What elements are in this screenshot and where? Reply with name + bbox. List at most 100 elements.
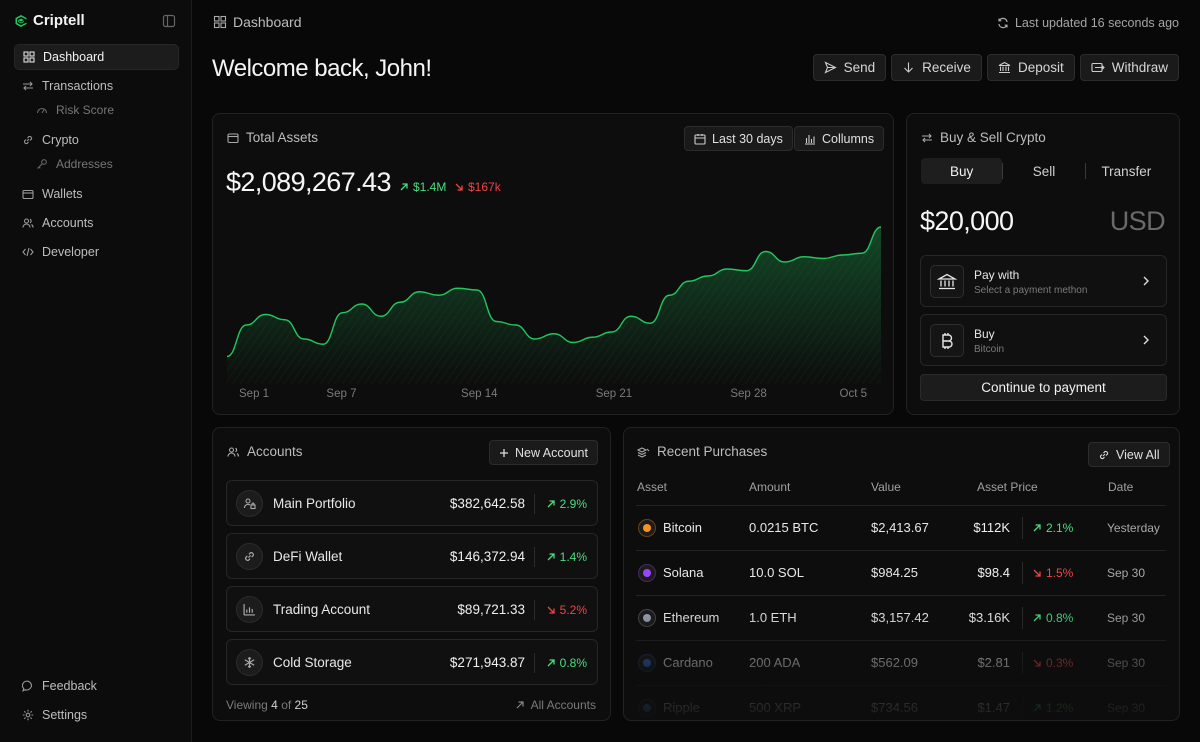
pagination-info: Viewing 4 of 25 bbox=[226, 698, 308, 712]
deposit-button[interactable]: Deposit bbox=[986, 54, 1075, 81]
sidebar-item-risk-score[interactable]: Risk Score bbox=[14, 99, 179, 121]
recent-purchases-card: Recent Purchases View All Asset Amount V… bbox=[623, 427, 1180, 721]
sidebar-toggle-icon[interactable] bbox=[162, 14, 176, 28]
last-updated-text: Last updated 16 seconds ago bbox=[1014, 16, 1179, 30]
accounts-title: Accounts bbox=[227, 444, 303, 459]
sidebar-item-developer[interactable]: Developer bbox=[14, 239, 179, 265]
currency-selector[interactable]: USD bbox=[1109, 206, 1166, 236]
total-assets-value: $2,089,267.43 bbox=[226, 167, 391, 197]
sidebar-item-dashboard[interactable]: Dashboard bbox=[14, 44, 179, 70]
link-icon bbox=[1099, 450, 1109, 459]
withdraw-label: Withdraw bbox=[1111, 60, 1168, 75]
divider bbox=[1022, 517, 1023, 539]
new-account-button[interactable]: New Account bbox=[489, 440, 598, 465]
column-header-date[interactable]: Date bbox=[1108, 480, 1134, 494]
asset-value: $2,413.67 bbox=[871, 520, 929, 535]
sidebar-item-label: Risk Score bbox=[56, 103, 115, 117]
account-row[interactable]: DeFi Wallet $146,372.94 1.4% bbox=[226, 533, 598, 579]
send-button[interactable]: Send bbox=[812, 54, 887, 81]
price-change-value: 0.8% bbox=[1046, 611, 1074, 625]
last-updated[interactable]: Last updated 16 seconds ago bbox=[997, 16, 1179, 30]
sidebar-item-label: Settings bbox=[42, 708, 88, 722]
action-bar: Send Receive Deposit Withdraw bbox=[812, 54, 1179, 81]
recent-purchases-title: Recent Purchases bbox=[637, 444, 767, 459]
all-accounts-label: All Accounts bbox=[530, 698, 596, 712]
all-accounts-link[interactable]: All Accounts bbox=[515, 698, 596, 712]
sidebar-item-transactions[interactable]: Transactions bbox=[14, 73, 179, 99]
gear-icon bbox=[22, 709, 34, 721]
purchase-date: Sep 30 bbox=[1107, 656, 1146, 670]
account-name: Cold Storage bbox=[273, 655, 352, 670]
buy-asset-subtitle: Bitcoin bbox=[974, 344, 1005, 355]
asset-price: $98.4 bbox=[977, 565, 1010, 580]
account-value: $89,721.33 bbox=[457, 602, 525, 617]
page-title: Welcome back, John! bbox=[212, 55, 432, 82]
column-header-asset[interactable]: Asset bbox=[637, 480, 668, 494]
asset-price: $2.81 bbox=[977, 655, 1010, 670]
asset-price: $112K bbox=[973, 520, 1010, 535]
columns-button[interactable]: Collumns bbox=[794, 126, 885, 151]
column-header-value[interactable]: Value bbox=[871, 480, 901, 494]
gain-badge: $1.4M bbox=[399, 180, 446, 194]
account-value: $271,943.87 bbox=[449, 655, 525, 670]
withdraw-button[interactable]: Withdraw bbox=[1079, 54, 1179, 81]
user-lock-icon bbox=[236, 490, 263, 517]
table-row[interactable]: Solana 10.0 SOL $984.25 $98.4 1.5% Sep 30 bbox=[636, 550, 1166, 595]
recent-purchases-label: Recent Purchases bbox=[657, 444, 768, 459]
account-change: 1.4% bbox=[541, 550, 587, 564]
tab-sell[interactable]: Sell bbox=[1032, 163, 1056, 179]
loss-value: $167k bbox=[468, 180, 501, 194]
table-row[interactable]: Ripple 500 XRP $734.56 $1.47 1.2% Sep 30 bbox=[636, 685, 1166, 720]
column-header-amount[interactable]: Amount bbox=[749, 480, 791, 494]
continue-to-payment-button[interactable]: Continue to payment bbox=[920, 374, 1167, 401]
columns-label: Collumns bbox=[822, 131, 875, 146]
sidebar-item-settings[interactable]: Settings bbox=[14, 702, 179, 728]
snowflake-icon bbox=[236, 649, 263, 676]
viewing-count: 4 bbox=[271, 698, 278, 712]
purchase-date: Yesterday bbox=[1107, 521, 1160, 535]
sidebar-item-wallets[interactable]: Wallets bbox=[14, 181, 179, 207]
price-change: 0.3% bbox=[1032, 656, 1073, 670]
sidebar-item-accounts[interactable]: Accounts bbox=[14, 210, 179, 236]
asset-name: Ripple bbox=[663, 700, 700, 715]
arrow-up-right-icon bbox=[1033, 524, 1041, 532]
table-row[interactable]: Cardano 200 ADA $562.09 $2.81 0.3% Sep 30 bbox=[636, 640, 1166, 685]
purchase-date: Sep 30 bbox=[1107, 611, 1146, 625]
account-change-value: 0.8% bbox=[559, 656, 587, 670]
table-row[interactable]: Bitcoin 0.0215 BTC $2,413.67 $112K 2.1% Yeste… bbox=[636, 505, 1166, 550]
sidebar-item-label: Accounts bbox=[42, 216, 94, 230]
table-row[interactable]: Ethereum 1.0 ETH $3,157.42 $3.16K 0.8% Sep 30 bbox=[636, 595, 1166, 640]
sidebar-item-addresses[interactable]: Addresses bbox=[14, 153, 179, 175]
chevron-right-icon bbox=[1143, 276, 1149, 286]
receive-button[interactable]: Receive bbox=[891, 54, 982, 81]
brand-name: Criptell bbox=[33, 12, 85, 29]
amount-input[interactable]: $20,000 bbox=[920, 206, 1014, 236]
brand[interactable]: Criptell bbox=[14, 12, 85, 29]
message-icon bbox=[22, 680, 32, 692]
account-row[interactable]: Main Portfolio $382,642.58 2.9% bbox=[226, 480, 598, 526]
x-tick-label: Oct 5 bbox=[839, 388, 867, 400]
sidebar-item-feedback[interactable]: Feedback bbox=[14, 673, 179, 699]
asset-amount: 200 ADA bbox=[749, 655, 801, 670]
sidebar-item-label: Dashboard bbox=[43, 50, 105, 64]
users-icon bbox=[22, 218, 34, 228]
account-row[interactable]: Trading Account $89,721.33 5.2% bbox=[226, 586, 598, 632]
account-row[interactable]: Cold Storage $271,943.87 0.8% bbox=[226, 639, 598, 685]
account-change: 2.9% bbox=[541, 497, 587, 511]
tab-buy[interactable]: Buy bbox=[921, 158, 1003, 184]
date-range-button[interactable]: Last 30 days bbox=[684, 126, 793, 151]
pay-with-selector[interactable]: Pay with Select a payment methon bbox=[920, 255, 1167, 307]
arrows-swap-icon bbox=[23, 81, 33, 91]
withdraw-icon bbox=[1091, 62, 1105, 73]
sidebar-item-crypto[interactable]: Crypto bbox=[14, 127, 179, 153]
arrow-down-right-icon bbox=[547, 606, 555, 614]
account-change-value: 2.9% bbox=[559, 497, 587, 511]
x-tick-label: Sep 1 bbox=[239, 388, 270, 400]
arrow-up-right-icon bbox=[547, 659, 555, 667]
view-all-button[interactable]: View All bbox=[1088, 442, 1170, 467]
tab-transfer[interactable]: Transfer bbox=[1101, 163, 1152, 179]
plus-icon bbox=[500, 448, 508, 457]
buy-asset-selector[interactable]: Buy Bitcoin bbox=[920, 314, 1167, 366]
x-tick-label: Sep 14 bbox=[461, 388, 498, 400]
column-header-asset-price[interactable]: Asset Price bbox=[977, 480, 1038, 494]
